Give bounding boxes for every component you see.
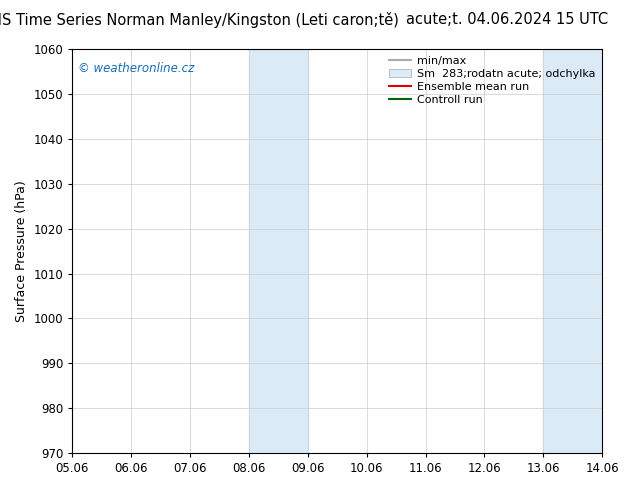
Y-axis label: Surface Pressure (hPa): Surface Pressure (hPa): [15, 180, 28, 322]
Text: © weatheronline.cz: © weatheronline.cz: [77, 62, 194, 74]
Bar: [249, 49, 308, 453]
Text: ENS Time Series Norman Manley/Kingston (Leti caron;tě): ENS Time Series Norman Manley/Kingston (…: [0, 12, 399, 28]
Text: acute;t. 04.06.2024 15 UTC: acute;t. 04.06.2024 15 UTC: [406, 12, 608, 27]
Bar: [543, 49, 602, 453]
Legend: min/max, Sm  283;rodatn acute; odchylka, Ensemble mean run, Controll run: min/max, Sm 283;rodatn acute; odchylka, …: [386, 53, 599, 108]
